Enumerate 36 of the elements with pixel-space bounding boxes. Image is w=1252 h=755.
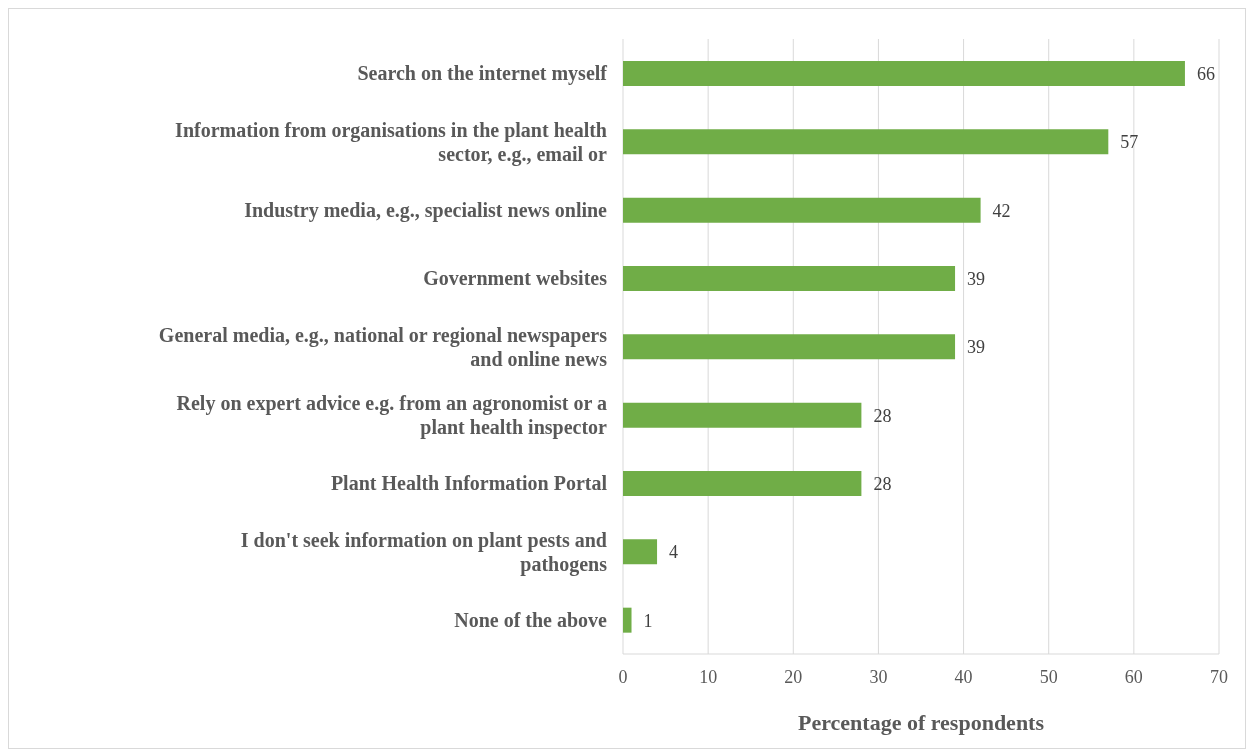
bar	[623, 266, 956, 291]
y-tick-label: Industry media, e.g., specialist news online	[244, 198, 608, 222]
bar	[623, 334, 956, 360]
data-label: 39	[967, 337, 986, 358]
x-tick-label: 20	[784, 666, 803, 687]
y-tick-label: Plant Health Information Portal	[330, 472, 608, 495]
bar	[623, 129, 1109, 155]
data-label: 28	[873, 473, 892, 494]
data-label: 4	[669, 542, 679, 563]
data-label: 57	[1120, 132, 1139, 153]
bar	[623, 197, 981, 223]
bar	[623, 402, 862, 428]
x-axis-title: Percentage of respondents	[797, 710, 1045, 735]
x-tick-label: 0	[618, 666, 628, 687]
x-tick-label: 50	[1039, 666, 1058, 687]
y-tick-label: Search on the internet myself	[357, 62, 608, 86]
y-tick-label: General media, e.g., national or regional newspapers and online news	[158, 323, 608, 370]
y-tick-label: None of the above	[454, 608, 608, 631]
bar	[623, 607, 632, 633]
bar	[623, 471, 862, 496]
data-label: 39	[967, 268, 986, 289]
y-tick-label: Information from organisations in the plant health sector, e.g., email or	[175, 118, 608, 166]
bar	[623, 539, 658, 565]
data-label: 28	[873, 405, 892, 426]
data-label: 42	[992, 200, 1011, 221]
x-tick-label: 70	[1210, 666, 1228, 687]
data-label: 1	[643, 610, 653, 631]
y-tick-label: I don't seek information on plant pests and pathogens	[240, 528, 608, 576]
x-tick-label: 40	[954, 666, 973, 687]
x-tick-label: 10	[699, 666, 718, 687]
data-label: 66	[1196, 63, 1215, 84]
bar	[623, 61, 1185, 86]
y-tick-label: Rely on expert advice e.g. from an agronomist or a plant health inspector	[176, 391, 608, 439]
y-tick-label: Government websites	[423, 267, 608, 290]
x-tick-label: 30	[869, 666, 888, 687]
x-tick-label: 60	[1124, 666, 1143, 687]
